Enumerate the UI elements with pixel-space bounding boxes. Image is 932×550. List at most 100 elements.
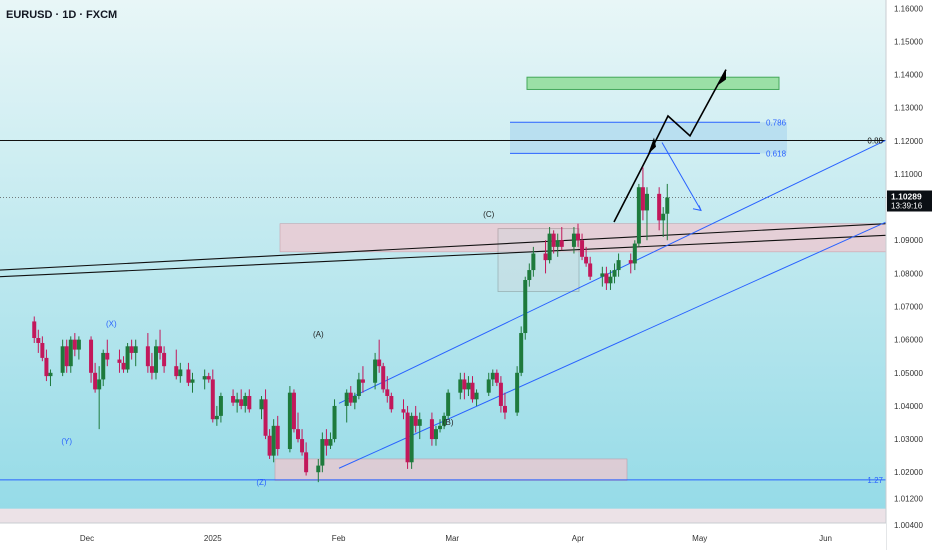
y-tick-label: 1.13000 <box>894 104 923 113</box>
x-tick-label: Feb <box>332 534 346 543</box>
candle-body <box>462 379 467 390</box>
candle <box>389 392 394 413</box>
fib-level-label: 0.88 <box>867 136 883 145</box>
candle-body <box>153 346 158 373</box>
candle-body <box>304 452 309 473</box>
candle-body <box>502 405 507 413</box>
candle <box>275 415 280 456</box>
candle-body <box>551 233 556 247</box>
candle-body <box>373 359 378 383</box>
candle-body <box>531 253 536 271</box>
candle-body <box>356 379 361 397</box>
candle-body <box>40 342 45 358</box>
candle-body <box>523 280 528 334</box>
candle <box>291 389 296 433</box>
y-tick-label: 1.00400 <box>894 521 923 530</box>
candle <box>636 183 641 247</box>
candle <box>36 329 41 353</box>
candle-body <box>328 439 333 446</box>
fib-level-label: 1.27 <box>867 476 883 485</box>
candle-body <box>389 396 394 410</box>
candle <box>644 187 649 241</box>
candle <box>247 389 252 413</box>
candle <box>352 392 357 410</box>
candle <box>304 442 309 476</box>
candle <box>381 362 386 393</box>
candle-body <box>640 187 645 211</box>
candle-body <box>474 392 479 400</box>
fib-level-label: 0.618 <box>766 149 787 158</box>
consolidation-box <box>497 228 580 293</box>
candle-body <box>604 273 609 284</box>
candle-body <box>628 260 633 264</box>
candle-body <box>214 415 219 420</box>
candle <box>413 405 418 433</box>
candle-body <box>527 270 532 281</box>
candle <box>502 392 507 420</box>
candle-body <box>133 346 138 353</box>
candle-body <box>409 415 414 463</box>
candle-body <box>93 372 98 390</box>
candle <box>121 356 126 373</box>
projection-path-blue <box>661 142 702 211</box>
candle <box>490 369 495 387</box>
y-tick-label: 1.16000 <box>894 4 923 13</box>
candle <box>405 405 410 469</box>
candle <box>105 339 110 367</box>
projection-path-black <box>613 69 727 223</box>
candle <box>296 412 301 443</box>
candle <box>612 263 617 284</box>
candle-body <box>231 396 236 403</box>
candle <box>235 392 240 413</box>
candle <box>263 389 268 440</box>
last-price-value: 1.10289 <box>891 191 922 201</box>
wave-label: (Z) <box>256 478 267 487</box>
candle-body <box>158 346 163 353</box>
candle <box>332 399 337 443</box>
x-tick-label: 2025 <box>204 534 222 543</box>
candle <box>555 233 560 257</box>
candle <box>300 429 305 456</box>
candle-body <box>218 396 223 416</box>
candle <box>328 432 333 450</box>
support-zone <box>274 458 628 481</box>
last-price-badge <box>887 190 932 212</box>
candle <box>494 369 499 387</box>
candle <box>60 339 65 377</box>
candle <box>360 366 365 393</box>
candle-body <box>576 233 580 241</box>
candle <box>259 396 264 420</box>
x-tick-label: Mar <box>445 534 459 543</box>
candle <box>446 389 451 420</box>
candle <box>210 369 215 423</box>
candle-body <box>48 372 53 377</box>
candle-body <box>162 352 167 367</box>
candle <box>40 336 45 362</box>
candle <box>145 333 150 373</box>
candle-body <box>36 338 41 343</box>
candle-body <box>588 263 593 277</box>
candle-body <box>600 273 605 277</box>
y-tick-label: 1.03000 <box>894 435 923 444</box>
candle-body <box>571 233 576 247</box>
candle <box>93 362 98 393</box>
wave-label: (X) <box>106 319 117 328</box>
candle-body <box>32 321 37 339</box>
candle <box>661 207 666 237</box>
candle-body <box>235 399 240 403</box>
candle-body <box>555 240 560 247</box>
candle <box>129 339 134 360</box>
candle <box>239 389 244 410</box>
candles-layer <box>32 167 670 483</box>
candle <box>466 376 471 397</box>
x-tick-label: May <box>692 534 707 543</box>
candle-body <box>320 439 325 466</box>
candle-body <box>612 270 617 277</box>
candle <box>543 240 548 274</box>
candle <box>348 386 353 406</box>
candle-body <box>174 366 179 377</box>
candle-body <box>559 240 564 247</box>
candle <box>190 372 195 393</box>
